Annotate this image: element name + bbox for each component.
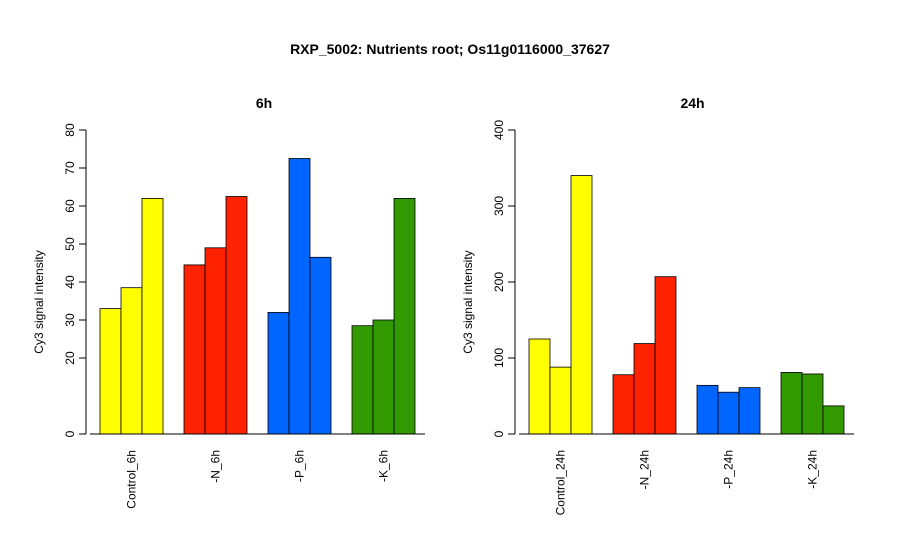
bar [288,158,311,435]
y-tick-label: 300 [492,196,506,216]
bar [654,276,677,435]
bar [120,287,143,435]
y-tick-label: 400 [492,120,506,140]
bar [309,256,332,435]
y-axis-label: Cy3 signal intensity [32,250,46,353]
category-label: Control_24h [554,450,568,515]
y-tick-label: 0 [63,430,77,437]
bar [267,311,290,435]
panel-title: 6h [256,95,272,111]
bar [393,197,416,435]
category-label: Control_6h [125,450,139,509]
panel-6h: 6h 0 20 30 40 50 60 70 80 Cy3 signal intensity Con… [32,95,425,509]
bar [612,374,635,435]
y-tick-label: 70 [63,161,77,175]
y-axis-label: Cy3 signal intensity [461,250,475,353]
bar [696,384,719,435]
bar [780,372,803,435]
bar [528,338,551,435]
bar [633,343,656,435]
bar [372,319,395,435]
y-tick-label: 20 [63,351,77,365]
category-label: -P_6h [293,450,307,482]
bar [822,405,845,435]
category-label: -K_24h [806,450,820,489]
bar [570,175,593,435]
bar [801,373,824,435]
y-tick-label: 80 [63,123,77,137]
bar [717,391,740,435]
category-label: -K_6h [377,450,391,482]
bar [225,196,248,435]
panel-24h: 24h 0 100 200 300 400 Cy3 signal intensity Cont… [461,95,854,515]
y-tick-label: 40 [63,275,77,289]
category-label: -N_6h [209,450,223,483]
bar [549,366,572,435]
bar [204,247,227,435]
y-tick-label: 60 [63,199,77,213]
figure-title: RXP_5002: Nutrients root; Os11g0116000_3… [290,41,610,57]
panel-title: 24h [680,95,704,111]
bar [141,197,164,435]
y-tick-label: 100 [492,348,506,368]
category-label: -N_24h [638,450,652,489]
bar [351,325,374,435]
y-tick-label: 30 [63,313,77,327]
y-tick-label: 0 [492,430,506,437]
bar [183,264,206,435]
y-tick-label: 50 [63,237,77,251]
bar [738,387,761,435]
bar [99,308,122,435]
y-tick-label: 200 [492,272,506,292]
category-label: -P_24h [722,450,736,489]
